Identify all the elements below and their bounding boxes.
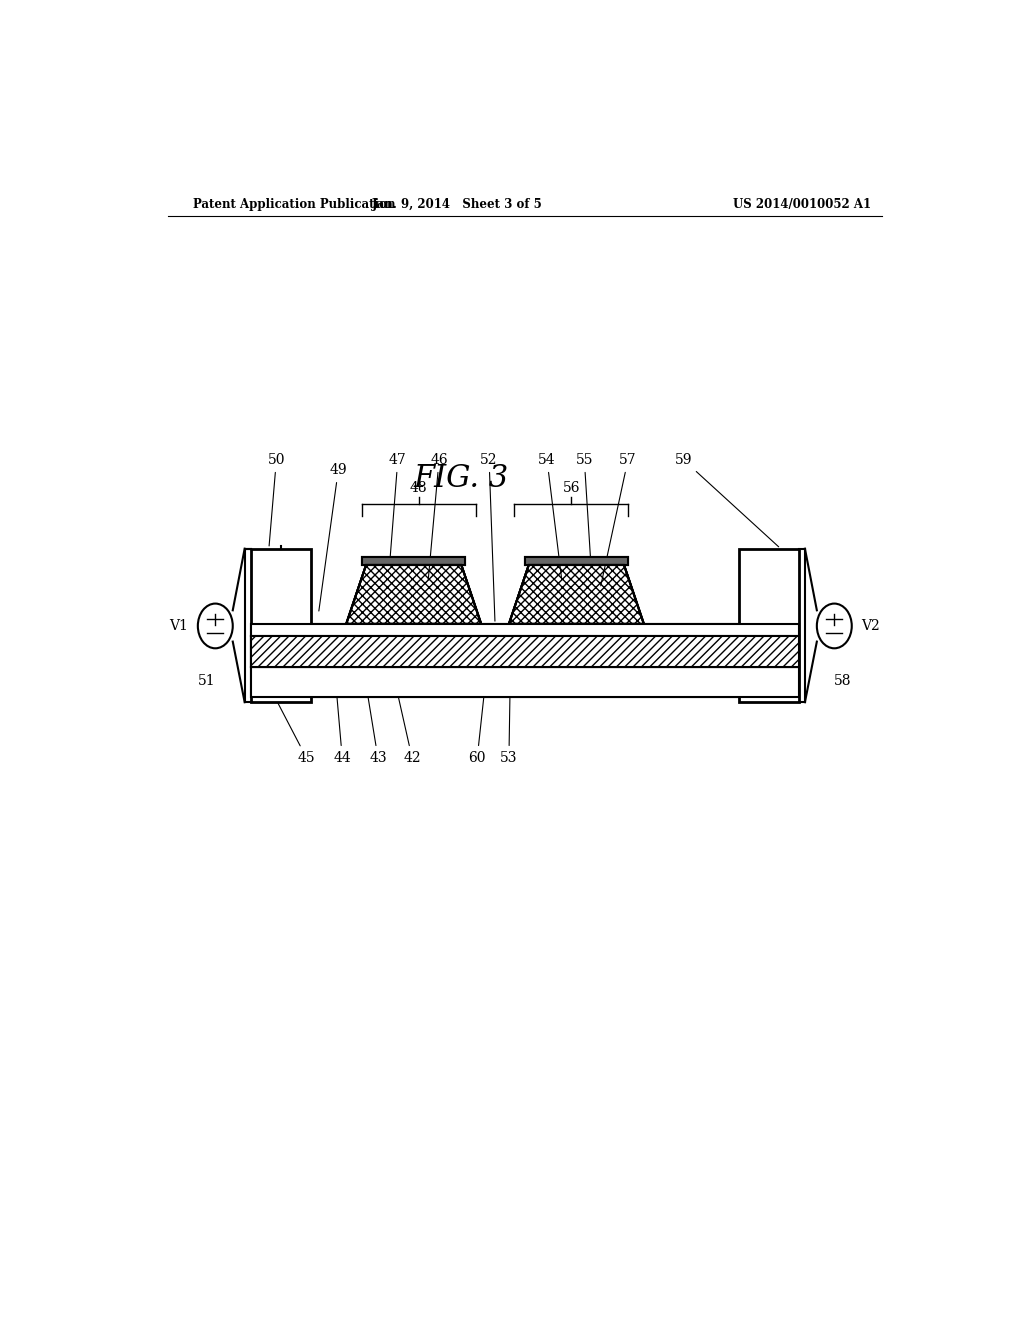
Text: V1: V1 [169,619,188,634]
Bar [739,549,799,702]
Text: 59: 59 [675,453,778,546]
Text: 50: 50 [267,453,285,546]
Text: FIG. 3: FIG. 3 [414,463,509,494]
Text: 57: 57 [601,453,637,586]
Bar [251,636,799,667]
Bar [251,624,799,636]
Circle shape [817,603,852,648]
Text: 56: 56 [562,482,580,495]
Polygon shape [509,565,644,624]
Text: V2: V2 [861,619,880,634]
Circle shape [198,603,232,648]
Text: 48: 48 [410,482,428,495]
Text: Patent Application Publication: Patent Application Publication [194,198,395,211]
Text: 51: 51 [198,673,215,688]
Text: 43: 43 [358,639,387,766]
Bar [382,624,445,636]
Bar [382,624,445,636]
Text: 53: 53 [500,639,518,766]
Text: 47: 47 [389,453,407,558]
Text: 44: 44 [334,669,351,766]
Bar [362,557,465,565]
Bar [545,624,608,636]
Text: 46: 46 [428,453,447,579]
Text: 60: 60 [468,669,486,766]
Text: 49: 49 [318,463,347,611]
Bar [362,557,465,565]
Polygon shape [346,565,481,624]
Bar [251,667,799,697]
Bar [545,624,608,636]
Text: 42: 42 [383,627,421,766]
Polygon shape [346,565,481,624]
Text: 58: 58 [835,673,852,688]
Text: 52: 52 [480,453,498,622]
Text: 55: 55 [575,453,593,558]
Text: Jan. 9, 2014   Sheet 3 of 5: Jan. 9, 2014 Sheet 3 of 5 [372,198,543,211]
Bar [251,636,799,667]
Bar [524,557,628,565]
Polygon shape [509,565,644,624]
Bar [251,624,799,636]
Bar [524,557,628,565]
Bar [251,549,310,702]
Text: 54: 54 [539,453,562,579]
Text: 45: 45 [276,700,315,766]
Text: US 2014/0010052 A1: US 2014/0010052 A1 [733,198,871,211]
Bar [251,667,799,697]
Bar [251,636,799,667]
